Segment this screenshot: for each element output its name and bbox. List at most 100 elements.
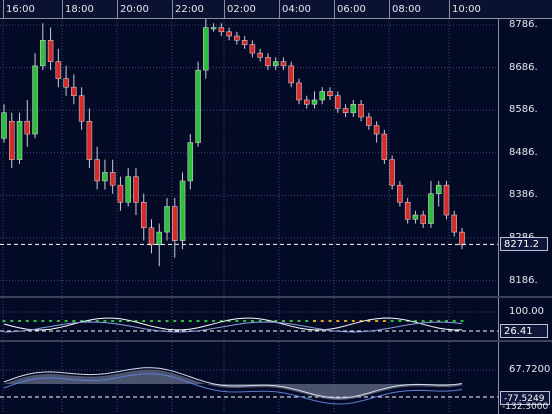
candle <box>272 57 279 71</box>
candle-body <box>381 133 388 160</box>
indicator-1-dot <box>351 320 355 322</box>
indicator-1-dot <box>219 320 223 322</box>
candle-body <box>16 121 23 160</box>
indicator-1-dot <box>375 320 379 322</box>
candle <box>303 95 310 109</box>
candle-body <box>55 61 62 79</box>
indicator-1-tick: 100.00 <box>509 306 544 317</box>
candle-body <box>1 112 7 139</box>
indicator-2-value-label: -77.5249 <box>500 391 550 405</box>
candle <box>366 112 372 130</box>
candle <box>296 78 302 105</box>
candle <box>435 180 442 207</box>
pane-divider[interactable] <box>0 296 552 298</box>
time-axis: 16:00 18:00 20:00 22:00 02:00 04:00 06:00 08:00… <box>0 0 552 19</box>
indicator-1-plot <box>0 298 498 340</box>
candle <box>78 87 85 130</box>
candle <box>420 210 426 228</box>
indicator-1-dot <box>212 320 216 322</box>
price-axis-tick: 8386. <box>509 189 538 201</box>
indicator-1-dot <box>437 320 441 322</box>
pane-divider[interactable] <box>0 340 552 342</box>
candle <box>280 57 287 71</box>
candle <box>404 197 411 224</box>
time-axis-label: 18:00 <box>65 4 94 15</box>
indicator-1-dot <box>305 320 309 322</box>
candle-body <box>164 206 170 233</box>
candle <box>133 168 139 216</box>
indicator-1-dot <box>344 320 348 322</box>
indicator-1-dot <box>149 320 153 322</box>
candle-body <box>78 95 85 122</box>
candle-body <box>63 78 69 88</box>
candle-body <box>420 214 426 224</box>
candle-body <box>288 65 294 84</box>
candle <box>203 19 209 79</box>
indicator-1-dot <box>336 320 340 322</box>
candle <box>358 99 364 122</box>
candle <box>327 87 333 100</box>
indicator-1-dot <box>297 320 301 322</box>
time-axis-tick <box>279 0 280 18</box>
candle <box>47 27 54 71</box>
candle <box>40 23 46 71</box>
price-axis-tick: 8786. <box>509 18 538 30</box>
indicator-1-dot <box>41 320 45 322</box>
price-chart-pane[interactable] <box>0 19 498 296</box>
candle-body <box>94 159 100 182</box>
time-axis-tick <box>62 0 63 18</box>
candle-body <box>311 99 318 105</box>
indicator-2-signal-line <box>3 373 463 405</box>
indicator-1-dot <box>313 320 317 322</box>
indicator-1-dot <box>173 320 177 322</box>
indicator-1-dot <box>95 320 99 322</box>
price-axis-tick: 8686. <box>509 61 538 73</box>
indicator-1-dot <box>452 320 456 322</box>
candle <box>428 180 434 228</box>
indicator-1-dot <box>49 320 53 322</box>
candle <box>63 65 69 96</box>
time-axis-tick <box>172 0 173 18</box>
candle-body <box>373 125 380 135</box>
candle-body <box>350 103 357 114</box>
candle <box>187 134 194 190</box>
indicator-1-dot <box>367 320 371 322</box>
candle-body <box>102 172 108 182</box>
indicator-1-dot <box>390 320 394 322</box>
candle-body <box>303 99 310 105</box>
candlestick-chart <box>0 19 498 296</box>
time-axis-label: 02:00 <box>227 4 256 15</box>
candle-body <box>32 65 38 135</box>
candle-body <box>241 40 248 45</box>
indicator-1-dot <box>429 320 433 322</box>
candle <box>32 53 38 139</box>
candle <box>86 108 93 169</box>
candle-body <box>179 180 186 241</box>
candle-body <box>47 40 54 62</box>
indicator-1-line <box>3 317 463 331</box>
candle <box>319 87 326 105</box>
candle-body <box>280 61 287 67</box>
indicator-1-dot <box>421 320 425 322</box>
candle-body <box>226 31 232 37</box>
candle <box>109 159 116 194</box>
candle-body <box>125 176 131 203</box>
indicator-1-dot <box>274 320 278 322</box>
time-axis-tick <box>334 0 335 18</box>
indicator-1-dot <box>320 320 324 322</box>
candle-body <box>40 40 46 67</box>
candle-body <box>71 86 77 96</box>
candle <box>140 193 147 241</box>
price-axis-tick: 8186. <box>509 274 538 286</box>
candle <box>241 36 248 49</box>
indicator-pane-1[interactable] <box>0 298 498 340</box>
candle <box>373 121 380 143</box>
candle-body <box>117 184 124 203</box>
candle-body <box>109 172 116 186</box>
indicator-2-histogram <box>4 369 462 400</box>
candle-body <box>319 91 326 101</box>
candle-body <box>366 116 372 126</box>
candle <box>71 74 77 105</box>
indicator-1-dot <box>398 320 402 322</box>
